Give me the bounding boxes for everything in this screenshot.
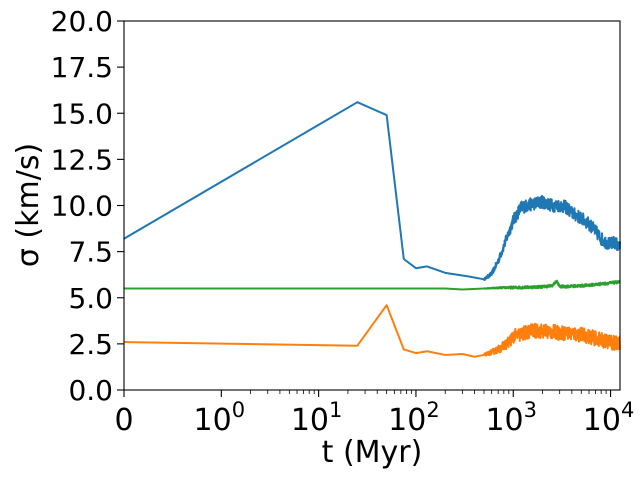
- x-tick-label: 102: [388, 398, 440, 438]
- y-tick-label: 17.5: [51, 51, 113, 84]
- series-line-1: [123, 101, 621, 281]
- y-tick-label: 12.5: [51, 143, 113, 176]
- y-tick-label: 5.0: [68, 282, 113, 315]
- series-layer: [123, 101, 621, 358]
- y-tick-label: 20.0: [51, 5, 113, 38]
- y-tick-label: 0.0: [68, 374, 113, 407]
- x-tick-label: 0: [114, 403, 133, 438]
- y-axis: 0.0 2.5 5.0 7.5 10.0 12.5 15.0 17.5 20.0: [51, 5, 124, 407]
- x-axis-label: t (Myr): [322, 435, 423, 470]
- x-tick-label: 104: [583, 398, 635, 438]
- x-tick-label: 101: [291, 398, 343, 438]
- y-tick-label: 15.0: [51, 97, 113, 130]
- series-line-2: [124, 279, 621, 291]
- y-axis-label: σ (km/s): [11, 143, 46, 267]
- series-line-3: [123, 304, 621, 358]
- y-tick-label: 10.0: [51, 190, 113, 223]
- x-tick-label: 100: [194, 398, 246, 438]
- y-tick-label: 7.5: [68, 236, 113, 269]
- x-tick-label: 103: [485, 398, 537, 438]
- x-axis: 0 100 101 102 103 104: [114, 390, 634, 438]
- y-tick-label: 2.5: [68, 328, 113, 361]
